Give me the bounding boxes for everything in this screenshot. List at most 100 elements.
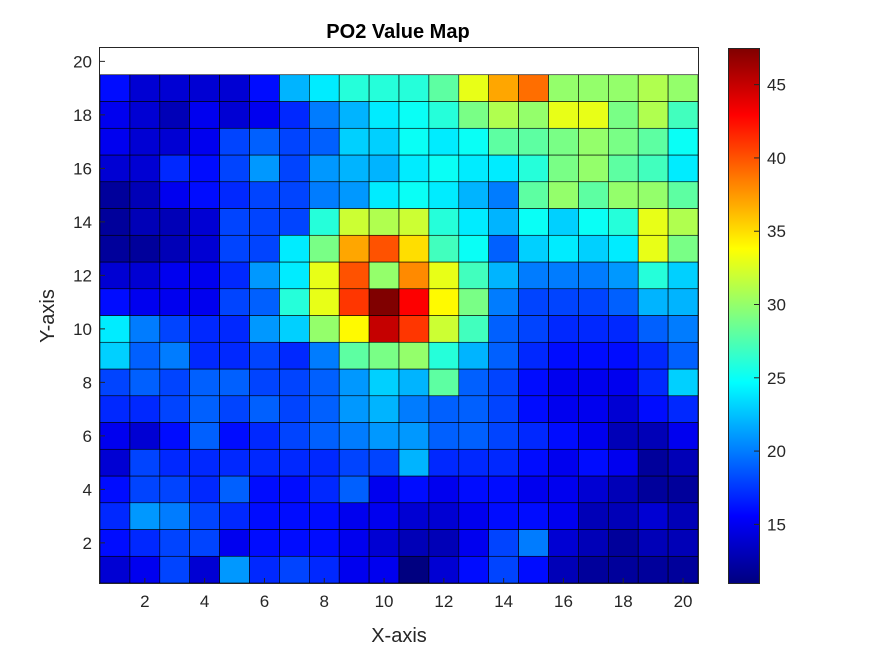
heatmap-cell [458,74,489,102]
heatmap-cell [488,422,519,450]
heatmap-cell [129,529,161,557]
heatmap-cell [488,101,519,129]
heatmap-cell [667,475,699,504]
heatmap-cell [308,475,340,504]
heatmap-cell [607,448,639,477]
heatmap-cell [219,422,250,450]
heatmap-cell [428,368,460,397]
heatmap-cell [548,395,579,423]
heatmap-cell [219,368,250,397]
heatmap-cell [488,315,519,343]
heatmap-cell [189,74,220,102]
heatmap-cell [338,208,370,236]
heatmap-cell [338,234,370,263]
heatmap-cell [518,127,549,156]
colorbar-tick-label: 25 [767,369,786,388]
heatmap-cell [279,288,310,316]
heatmap-cell [219,475,250,504]
heatmap-cell [398,448,430,477]
heatmap-cell [159,127,191,156]
heatmap-cell [458,502,489,530]
heatmap-cell [667,288,699,316]
heatmap-cell [129,341,161,370]
heatmap-cell [159,368,191,397]
heatmap-cell [518,74,549,102]
heatmap-cell [428,181,460,209]
heatmap-cell [308,529,340,557]
heatmap-cell [637,555,669,584]
heatmap-cell [488,208,519,236]
heatmap-cell [488,368,519,397]
heatmap-cell [368,234,400,263]
heatmap-cell [637,529,669,557]
heatmap-cell [578,475,609,504]
heatmap-cell [308,101,340,129]
heatmap-cell [398,154,430,183]
heatmap-cell [279,208,310,236]
heatmap-cell [607,127,639,156]
x-tick-label: 18 [614,592,633,611]
heatmap-cell [219,288,250,316]
heatmap-cell [338,368,370,397]
heatmap-cell [637,154,669,183]
heatmap-cell [219,101,250,129]
heatmap-cell [458,261,489,290]
heatmap-cell [129,288,161,316]
heatmap-cell [637,341,669,370]
heatmap-cell [488,529,519,557]
heatmap-cell [129,475,161,504]
heatmap-cell [279,234,310,263]
heatmap-cell [667,208,699,236]
heatmap-cells [99,74,699,584]
heatmap-cell [159,422,191,450]
heatmap-cell [637,101,669,129]
heatmap-cell [398,127,430,156]
heatmap-cell [279,127,310,156]
heatmap-cell [458,475,489,504]
heatmap-cell [518,448,549,477]
heatmap-cell [458,341,489,370]
heatmap-cell [518,341,549,370]
heatmap-cell [129,74,161,102]
heatmap-cell [249,395,280,423]
heatmap-cell [458,555,489,584]
heatmap-cell [637,422,669,450]
heatmap-cell [279,154,310,183]
heatmap-cell [279,422,310,450]
heatmap-cell [488,502,519,530]
heatmap-cell [308,261,340,290]
heatmap-cell [428,261,460,290]
heatmap-cell [279,448,310,477]
heatmap-cell [607,101,639,129]
heatmap-cell [338,261,370,290]
heatmap-cell [249,74,280,102]
heatmap-cell [548,502,579,530]
heatmap-cell [368,101,400,129]
heatmap-cell [368,208,400,236]
heatmap-cell [428,475,460,504]
heatmap-cell [667,395,699,423]
heatmap-cell [129,101,161,129]
heatmap-cell [518,154,549,183]
heatmap-cell [488,448,519,477]
heatmap-cell [338,395,370,423]
heatmap-cell [338,101,370,129]
colorbar-border [728,48,760,584]
heatmap-cell [488,288,519,316]
heatmap-cell [398,181,430,209]
x-axis-label: X-axis [371,625,427,647]
heatmap-cell [548,261,579,290]
heatmap-cell [159,181,191,209]
heatmap-cell [398,395,430,423]
heatmap-cell [189,234,220,263]
heatmap-cell [189,261,220,290]
heatmap-cell [548,288,579,316]
heatmap-cell [308,234,340,263]
heatmap-cell [338,529,370,557]
x-tick-label: 20 [674,592,693,611]
heatmap-cell [667,74,699,102]
heatmap-cell [99,181,131,209]
heatmap-cell [548,208,579,236]
heatmap-cell [279,261,310,290]
